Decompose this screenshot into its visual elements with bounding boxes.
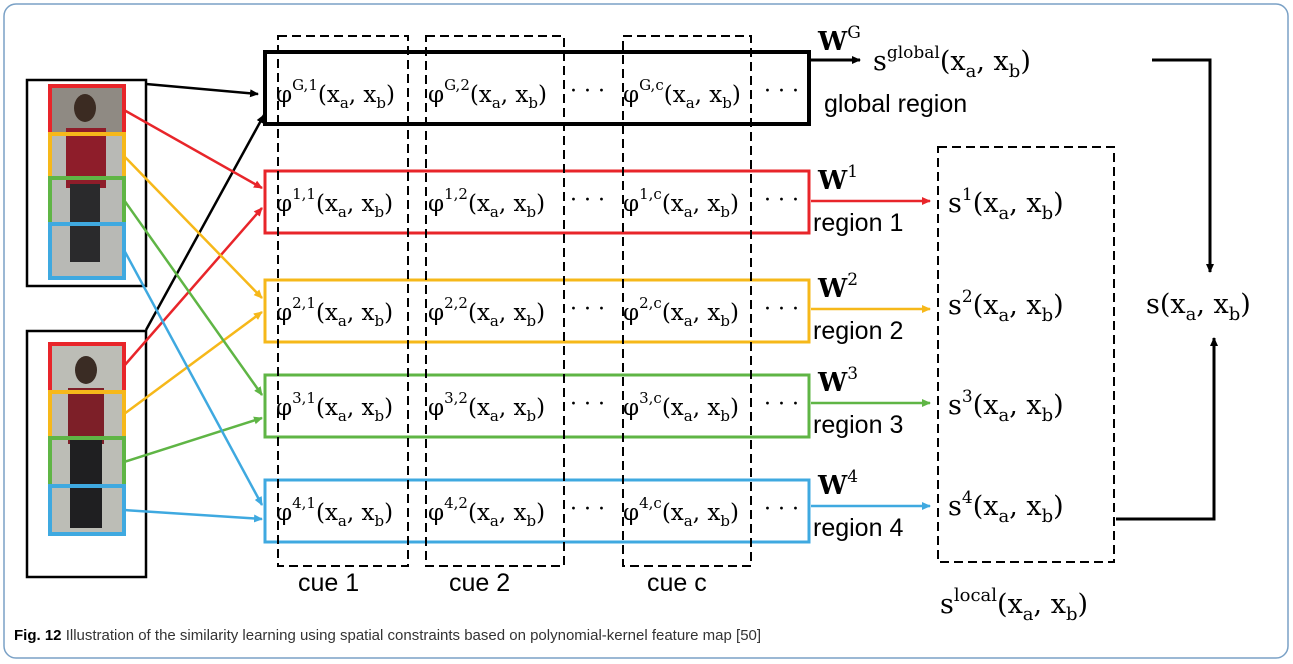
ellipsis-global-2: · · · (764, 79, 799, 104)
row-box-region1 (263, 169, 811, 235)
arrow-b-global (144, 114, 266, 331)
arrow-a-r1 (123, 108, 263, 190)
caption-label: Fig. 12 (14, 627, 62, 644)
svg-text:s(xa, xb): s(xa, xb) (1146, 289, 1251, 325)
region-label-global: global region (824, 90, 967, 118)
row-box-region3 (263, 373, 811, 439)
figure-caption: Fig. 12 Illustration of the similarity l… (14, 627, 761, 644)
person-image-a (25, 78, 148, 288)
arrow-global-to-final (1152, 58, 1214, 273)
weight-label-global: WG (817, 23, 861, 57)
caption-text: Illustration of the similarity learning … (65, 627, 762, 644)
arrow-a-r4 (122, 249, 264, 506)
figure-border (3, 3, 1289, 659)
feature-cell-r1-c: φ1,c(xa, xb) (623, 185, 739, 221)
region-label-r4: region 4 (813, 514, 903, 542)
input-arrows (122, 82, 266, 523)
arrow-a-r3 (122, 199, 264, 396)
person-image-b (25, 329, 148, 579)
feature-cell-r3-1: φ3,1(xa, xb) (276, 389, 393, 425)
score-r4: s4(xa, xb) (948, 488, 1064, 527)
feature-cell-r2-c: φ2,c(xa, xb) (623, 294, 739, 330)
region-label-r3: region 3 (813, 411, 903, 439)
score-r3: s3(xa, xb) (948, 387, 1064, 426)
feature-cell-r3-2: φ3,2(xa, xb) (428, 389, 545, 425)
ellipsis-r4-1: · · · (570, 497, 605, 522)
ellipsis-r3-1: · · · (570, 392, 605, 417)
feature-cell-r4-1: φ4,1(xa, xb) (276, 494, 393, 530)
weight-label-r4: W4 (817, 467, 858, 501)
cue-label-1: cue 1 (298, 569, 359, 597)
similarity-scores: sglobal(xa, xb) s1(xa, xb) s2(xa, xb) s3(xa… (873, 43, 1064, 527)
feature-cell-r1-1: φ1,1(xa, xb) (276, 185, 393, 221)
feature-cell-r3-c: φ3,c(xa, xb) (623, 389, 739, 425)
score-global: sglobal(xa, xb) (873, 43, 1031, 82)
arrow-b-r3 (123, 416, 263, 464)
row-box-region4 (263, 478, 811, 544)
cue-column-c (622, 35, 752, 567)
arrow-a-global (145, 82, 259, 98)
arrow-b-r1 (123, 207, 263, 367)
ellipsis-r1-1: · · · (570, 188, 605, 213)
cue-column-2 (425, 35, 565, 567)
feature-cell-global-c: φG,c(xa, xb) (623, 76, 741, 112)
weight-label-r2: W2 (817, 270, 858, 304)
arrow-b-r2 (123, 310, 263, 416)
arrow-b-r4 (123, 508, 263, 523)
svg-text:slocal(xa, xb): slocal(xa, xb) (940, 585, 1088, 625)
ellipsis-global-1: · · · (570, 79, 605, 104)
ellipsis-r2-1: · · · (570, 297, 605, 322)
row-box-global (263, 50, 811, 126)
arrow-a-r2 (123, 155, 263, 299)
feature-cells: φG,1(xa, xb) φG,2(xa, xb) φG,c(xa, xb) · · … (276, 76, 799, 530)
row-box-region2 (263, 278, 811, 344)
ellipsis-r2-2: · · · (764, 297, 799, 322)
weight-label-r1: W1 (817, 162, 858, 196)
cue-column-1 (277, 35, 409, 567)
arrow-local-to-final (1116, 337, 1218, 521)
feature-cell-r1-2: φ1,2(xa, xb) (428, 185, 545, 221)
local-score-box (937, 146, 1115, 563)
score-r2: s2(xa, xb) (948, 287, 1064, 326)
feature-cell-r2-2: φ2,2(xa, xb) (428, 294, 545, 330)
ellipsis-r3-2: · · · (764, 392, 799, 417)
feature-cell-r4-c: φ4,c(xa, xb) (623, 494, 739, 530)
weight-arrows: WG global region W1 region 1 W2 region 2 W3 reg… (811, 23, 967, 542)
feature-cell-r2-1: φ2,1(xa, xb) (276, 294, 393, 330)
ellipsis-r1-2: · · · (764, 188, 799, 213)
feature-cell-r4-2: φ4,2(xa, xb) (428, 494, 545, 530)
feature-cell-global-1: φG,1(xa, xb) (276, 76, 395, 112)
local-score-label: slocal(xa, xb) (940, 585, 1088, 625)
cue-label-2: cue 2 (449, 569, 510, 597)
region-label-r1: region 1 (813, 209, 903, 237)
weight-label-r3: W3 (817, 364, 858, 398)
region-label-r2: region 2 (813, 317, 903, 345)
ellipsis-r4-2: · · · (764, 497, 799, 522)
final-score: s(xa, xb) (1146, 289, 1251, 325)
feature-cell-global-2: φG,2(xa, xb) (428, 76, 547, 112)
cue-label-c: cue c (647, 569, 707, 597)
score-r1: s1(xa, xb) (948, 185, 1064, 224)
